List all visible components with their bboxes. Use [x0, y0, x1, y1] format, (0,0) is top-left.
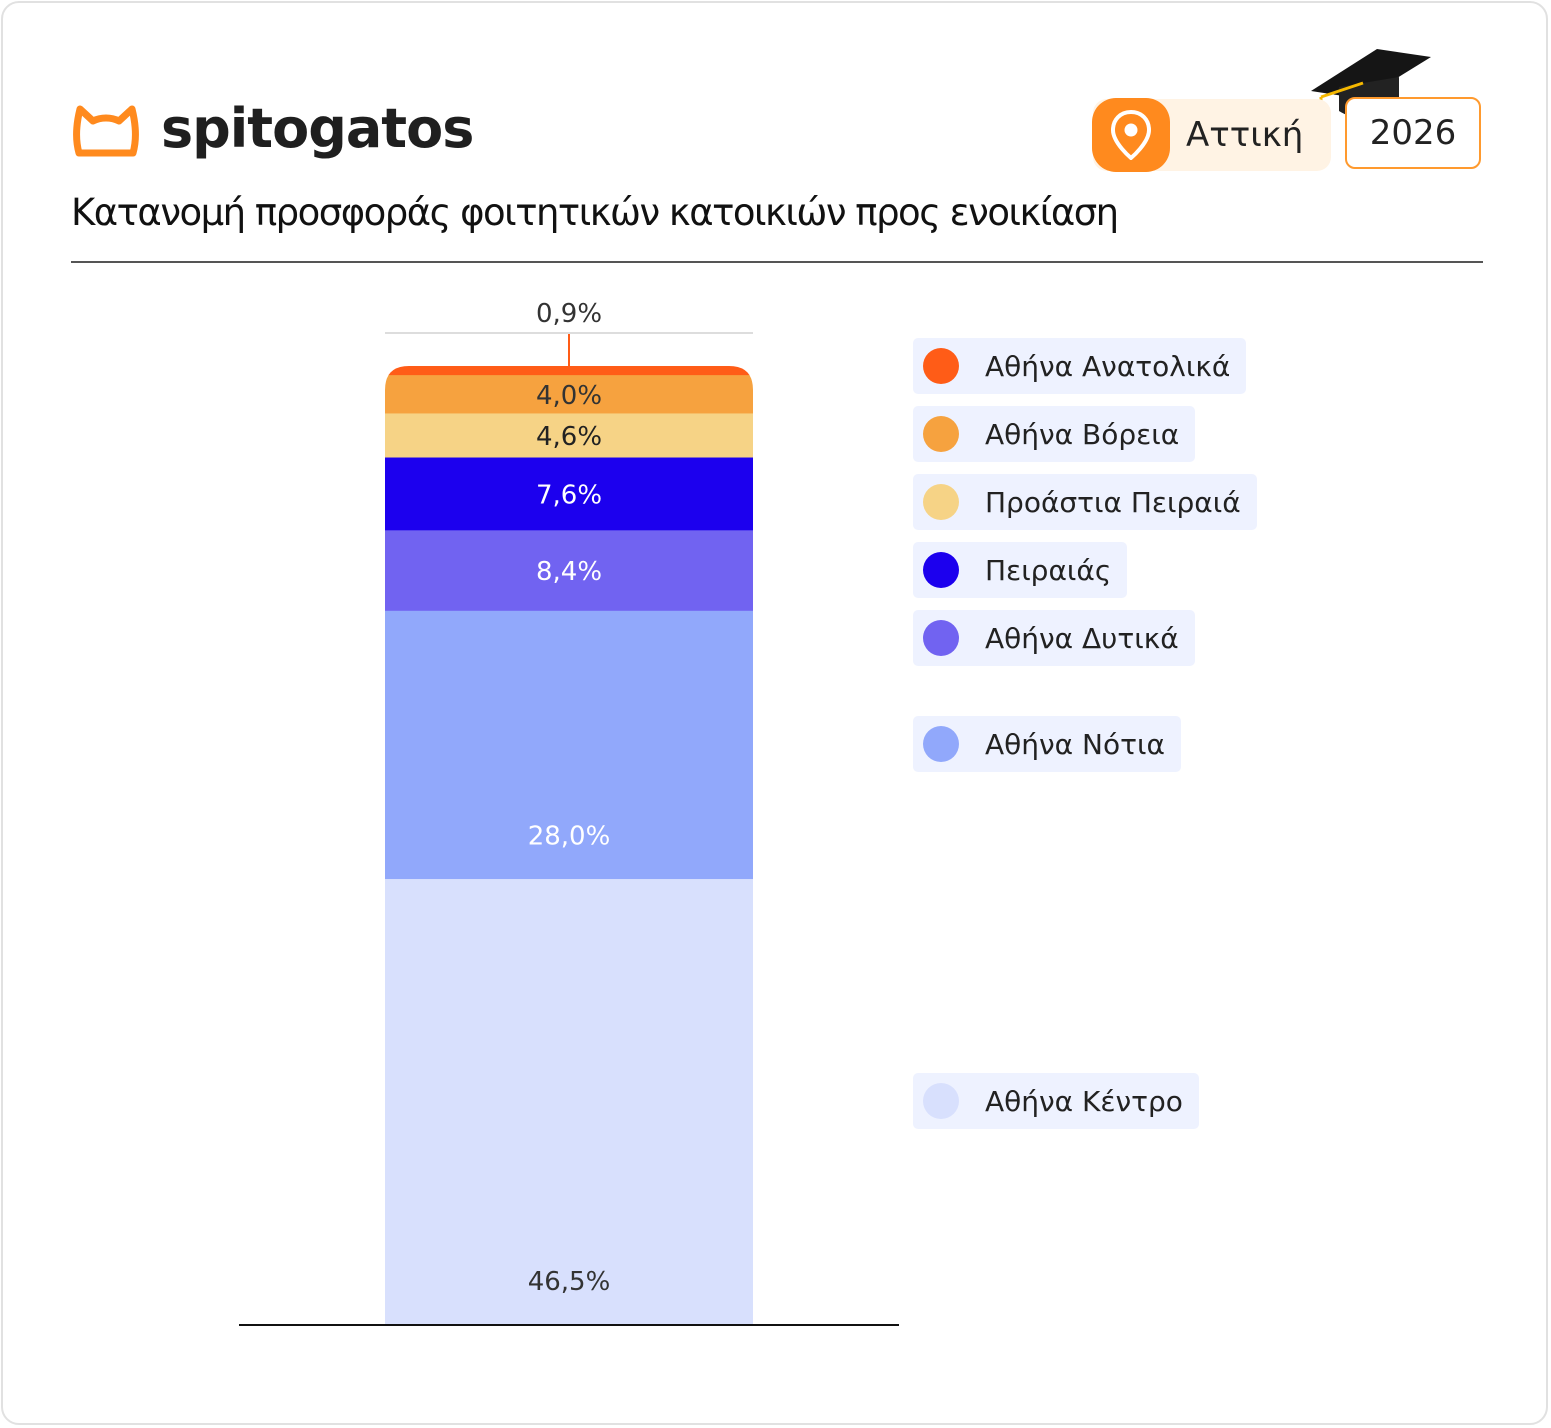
legend-label: Προάστια Πειραιά — [985, 485, 1241, 519]
legend-swatch — [923, 348, 959, 384]
legend-label: Αθήνα Νότια — [985, 727, 1165, 761]
bar-segment[interactable] — [385, 374, 753, 414]
bar-stack — [385, 366, 753, 1325]
data-label: 46,5% — [528, 1267, 611, 1297]
legend-swatch — [923, 726, 959, 763]
chart-title: Κατανομή προσφοράς φοιτητικών κατοικιών … — [71, 191, 1119, 234]
brand-name: spitogatos — [161, 97, 474, 160]
data-label: 4,0% — [536, 381, 602, 411]
brand-logo[interactable]: spitogatos — [71, 97, 474, 160]
year-badge[interactable]: 2026 — [1345, 97, 1481, 169]
data-label: 4,6% — [536, 422, 602, 452]
data-label: 8,4% — [536, 557, 602, 587]
legend-item[interactable]: Αθήνα Νότια — [913, 716, 1181, 773]
data-label: 0,9% — [536, 299, 602, 329]
location-pin-icon — [1092, 98, 1170, 172]
legend-swatch — [923, 1083, 959, 1120]
year-label: 2026 — [1369, 113, 1457, 153]
data-label: 28,0% — [528, 822, 611, 852]
stacked-bar-chart: 46,5% 28,0% 8,4% 7,6% 4,6% 4,0% 0,9% — [239, 299, 899, 1326]
legend-label: Πειραιάς — [985, 553, 1112, 587]
legend-item[interactable]: Πειραιάς — [913, 542, 1128, 598]
legend-label: Αθήνα Βόρεια — [985, 417, 1180, 451]
legend-swatch — [923, 620, 959, 656]
bar-segment[interactable] — [385, 529, 753, 611]
bar-segment[interactable] — [385, 878, 753, 1325]
legend-item[interactable]: Αθήνα Δυτικά — [913, 610, 1195, 666]
cat-face-icon — [73, 105, 139, 157]
legend-swatch — [923, 416, 959, 452]
legend-item[interactable]: Προάστια Πειραιά — [913, 474, 1257, 530]
data-label: 7,6% — [536, 480, 602, 510]
legend-label: Αθήνα Δυτικά — [985, 621, 1179, 655]
bar-segment[interactable] — [385, 457, 753, 531]
region-label: Αττική — [1186, 115, 1304, 155]
bar-segment[interactable] — [385, 610, 753, 880]
legend-label: Αθήνα Κέντρο — [985, 1084, 1183, 1118]
bar-segment[interactable] — [385, 366, 753, 376]
title-divider — [71, 261, 1483, 263]
region-badge[interactable]: Αττική — [1092, 98, 1331, 172]
legend-item[interactable]: Αθήνα Βόρεια — [913, 406, 1196, 462]
legend-item[interactable]: Αθήνα Ανατολικά — [913, 338, 1247, 394]
legend-swatch — [923, 552, 959, 588]
legend-item[interactable]: Αθήνα Κέντρο — [913, 1073, 1199, 1130]
legend-label: Αθήνα Ανατολικά — [985, 349, 1231, 383]
bar-segment[interactable] — [385, 412, 753, 458]
legend-swatch — [923, 484, 959, 520]
